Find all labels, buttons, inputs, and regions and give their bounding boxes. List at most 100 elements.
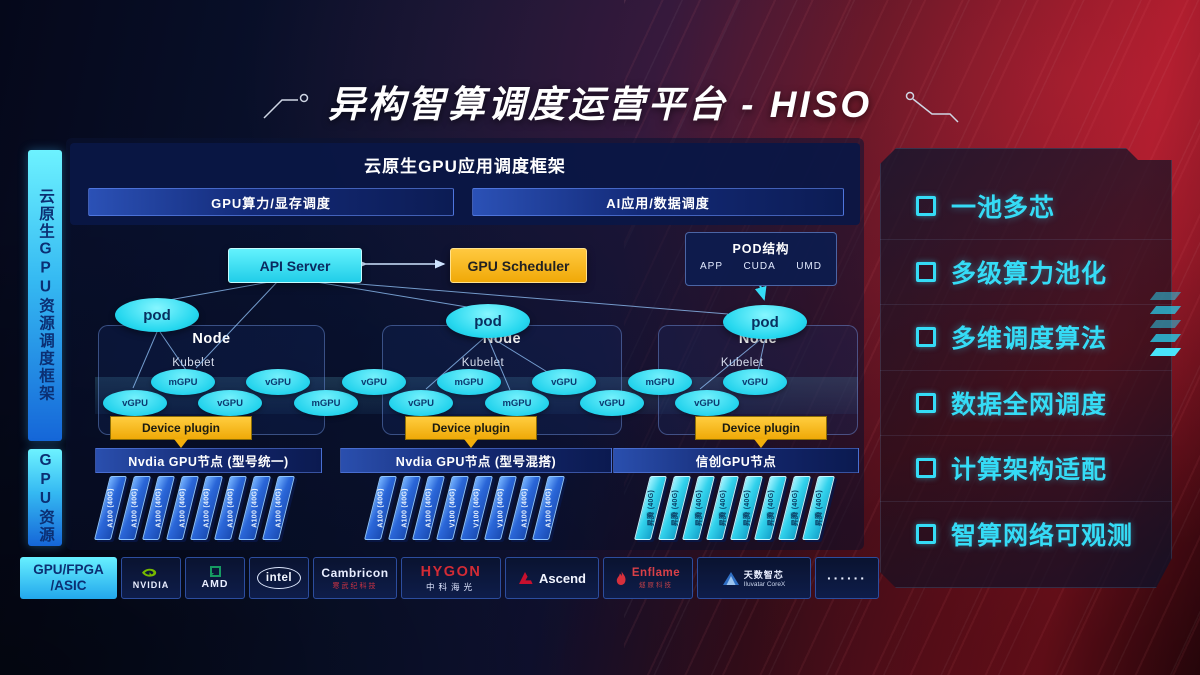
feature-item: 多级算力池化 [880, 238, 1172, 305]
enflame-chinese-name: 燧原科技 [639, 582, 673, 589]
hygon-chinese-name: 中科海光 [425, 581, 476, 592]
gpu-card-label: A100 (40G) [155, 488, 162, 528]
kubelet-label: Kubelet [461, 357, 505, 369]
feature-label: 一池多芯 [951, 194, 1056, 223]
vendor-logo-nvidia: NVIDIA [121, 557, 181, 599]
hygon-wordmark: HYGON [420, 563, 482, 580]
gpu-card-label: 昇腾 (40G) [815, 489, 823, 527]
gpu-card-label: A100 (40G) [521, 488, 528, 528]
feature-label: 计算架构适配 [951, 456, 1108, 485]
gpu-scheduler-box: GPU Scheduler [450, 248, 587, 283]
gpu-card-label: 昇腾 (40G) [671, 489, 679, 527]
square-bullet-icon [916, 261, 936, 282]
ascend-logo-icon [519, 572, 533, 584]
hardware-types-label: GPU/FPGA /ASIC [20, 557, 117, 599]
gpu-card-label: A100 (40G) [179, 488, 186, 528]
gpu-ellipse-vgpu: vGPU [198, 390, 262, 416]
ai-data-scheduling-bar: AI应用/数据调度 [472, 188, 844, 216]
cambricon-chinese-name: 寒武纪科技 [332, 582, 378, 590]
feature-item: 计算架构适配 [880, 435, 1172, 501]
cambricon-wordmark: Cambricon [321, 565, 389, 580]
pod-ellipse-2: pod [446, 304, 530, 338]
gpu-card-label: A100 (40G) [227, 488, 234, 528]
gpu-ellipse-vgpu: vGPU [389, 390, 453, 416]
vendor-logo-dots: ······ [815, 557, 879, 599]
feature-item: 智算网络可观测 [880, 500, 1172, 567]
enflame-wordmark: Enflame [631, 567, 681, 579]
gpu-card-stack-1: A100 (40G) A100 (40G) A100 (40G) A100 (40G)… [94, 476, 295, 540]
vendor-logo-amd: AMD [185, 557, 245, 599]
iluvatar-wordmark: Iluvatar CoreX [743, 581, 786, 588]
hazard-stripes-icon [1149, 292, 1182, 362]
gpu-ellipse-mgpu: mGPU [628, 369, 692, 395]
gpu-card-label: A100 (40G) [377, 488, 384, 528]
feature-item: 多维调度算法 [880, 304, 1172, 370]
gpu-ellipse-mgpu: mGPU [294, 390, 358, 416]
pod-structure-box: POD结构 APP CUDA UMD [685, 232, 837, 286]
gpu-card-label: A100 (40G) [401, 488, 408, 528]
square-bullet-icon [916, 327, 936, 348]
gpu-ellipse-vgpu: vGPU [532, 369, 596, 395]
gpu-card-label: V100 (40G) [449, 488, 456, 528]
gpu-card-label: 昇腾 (40G) [791, 489, 799, 527]
feature-label: 智算网络可观测 [951, 521, 1134, 550]
nvidia-eye-icon [142, 568, 157, 577]
node-label: Node [192, 331, 231, 347]
gpu-card-label: V100 (40G) [473, 488, 480, 528]
gpu-card-label: A100 (40G) [251, 488, 258, 528]
vendor-logo-hygon: HYGON 中科海光 [401, 557, 501, 599]
iluvatar-logo-icon [722, 571, 739, 585]
intel-oval-icon: intel [256, 567, 302, 589]
more-vendors-dots: ······ [827, 570, 867, 586]
gpu-ellipse-vgpu: vGPU [723, 369, 787, 395]
pod-ellipse-1: pod [115, 298, 199, 332]
ascend-wordmark: Ascend [539, 570, 586, 586]
gpu-card-label: A100 (40G) [545, 488, 552, 528]
title-circuit-right-icon [905, 91, 959, 123]
vendor-logo-intel: intel [249, 557, 309, 599]
gpu-ellipse-vgpu: vGPU [246, 369, 310, 395]
features-panel: 一池多芯 多级算力池化 多维调度算法 数据全网调度 计算架构适配 智算网络可观测 [880, 148, 1172, 588]
feature-label: 多级算力池化 [951, 259, 1108, 288]
pod-structure-title: POD结构 [732, 242, 790, 256]
square-bullet-icon [916, 196, 936, 217]
sidebar-label-scheduling-framework: 云原生GPU资源调度框架 [28, 150, 62, 441]
pod-structure-item-app: APP [700, 261, 724, 272]
intel-wordmark: intel [265, 572, 293, 584]
framework-panel: 云原生GPU应用调度框架 GPU算力/显存调度 AI应用/数据调度 [70, 143, 860, 225]
vendor-logo-iluvatar: 天数智芯 Iluvatar CoreX [697, 557, 811, 599]
kubelet-label: Kubelet [720, 357, 764, 369]
gpu-card-label: A100 (40G) [203, 488, 210, 528]
gpu-card-label: A100 (40G) [131, 488, 138, 528]
hardware-vendor-row: GPU/FPGA /ASIC NVIDIA AMD intel Cambricon 寒武… [20, 557, 879, 599]
nvidia-wordmark: NVIDIA [132, 579, 170, 590]
vendor-logo-ascend: Ascend [505, 557, 599, 599]
iluvatar-chinese-name: 天数智芯 [743, 570, 784, 580]
device-plugin-box-2: Device plugin [405, 416, 537, 440]
gpu-card-label: V100 (40G) [497, 488, 504, 528]
device-plugin-box-1: Device plugin [110, 416, 252, 440]
enflame-flame-icon [616, 570, 626, 585]
vendor-logo-cambricon: Cambricon 寒武纪科技 [313, 557, 397, 599]
scheduler-diagram: Node Kubelet Node Kubelet Node Kubelet [70, 228, 860, 548]
pod-structure-item-cuda: CUDA [743, 261, 776, 272]
vendor-logo-enflame: Enflame 燧原科技 [603, 557, 693, 599]
square-bullet-icon [916, 458, 936, 479]
gpu-card-label: 昇腾 (40G) [743, 489, 751, 527]
amd-wordmark: AMD [201, 578, 229, 590]
framework-title: 云原生GPU应用调度框架 [364, 157, 566, 176]
gpu-card-label: A100 (40G) [107, 488, 114, 528]
gpu-ellipse-mgpu: mGPU [151, 369, 215, 395]
feature-item: 一池多芯 [880, 174, 1172, 239]
square-bullet-icon [916, 523, 936, 544]
square-bullet-icon [916, 392, 936, 413]
gpu-card-label: 昇腾 (40G) [695, 489, 703, 527]
feature-label: 数据全网调度 [951, 390, 1108, 419]
sidebar-label-gpu-resources: GPU资源 [28, 449, 62, 546]
gpu-ellipse-vgpu: vGPU [580, 390, 644, 416]
feature-item: 数据全网调度 [880, 369, 1172, 436]
gpu-card-stack-2: A100 (40G) A100 (40G) A100 (40G) V100 (40G)… [364, 476, 565, 540]
api-server-box: API Server [228, 248, 362, 283]
gpu-card-label: 昇腾 (40G) [647, 489, 655, 527]
pod-ellipse-3: pod [723, 305, 807, 339]
